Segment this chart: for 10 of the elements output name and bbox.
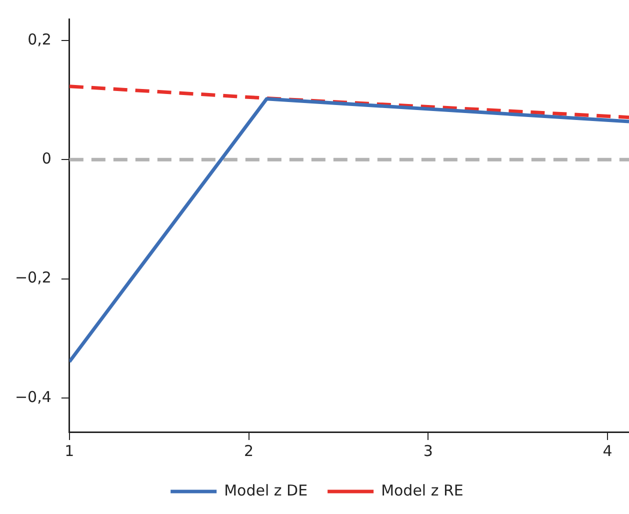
legend-label: Model z RE: [381, 481, 464, 500]
y-tick-label: 0,2: [28, 30, 52, 48]
y-tick-label: −0,2: [14, 268, 52, 287]
x-tick-label: 1: [64, 442, 74, 460]
x-tick-label: 3: [423, 442, 433, 460]
y-tick-label: −0,4: [14, 388, 52, 406]
legend-label: Model z DE: [224, 481, 308, 500]
y-tick-label: 0: [42, 150, 52, 168]
x-tick-label: 4: [602, 442, 612, 460]
x-tick-label: 2: [244, 442, 254, 460]
